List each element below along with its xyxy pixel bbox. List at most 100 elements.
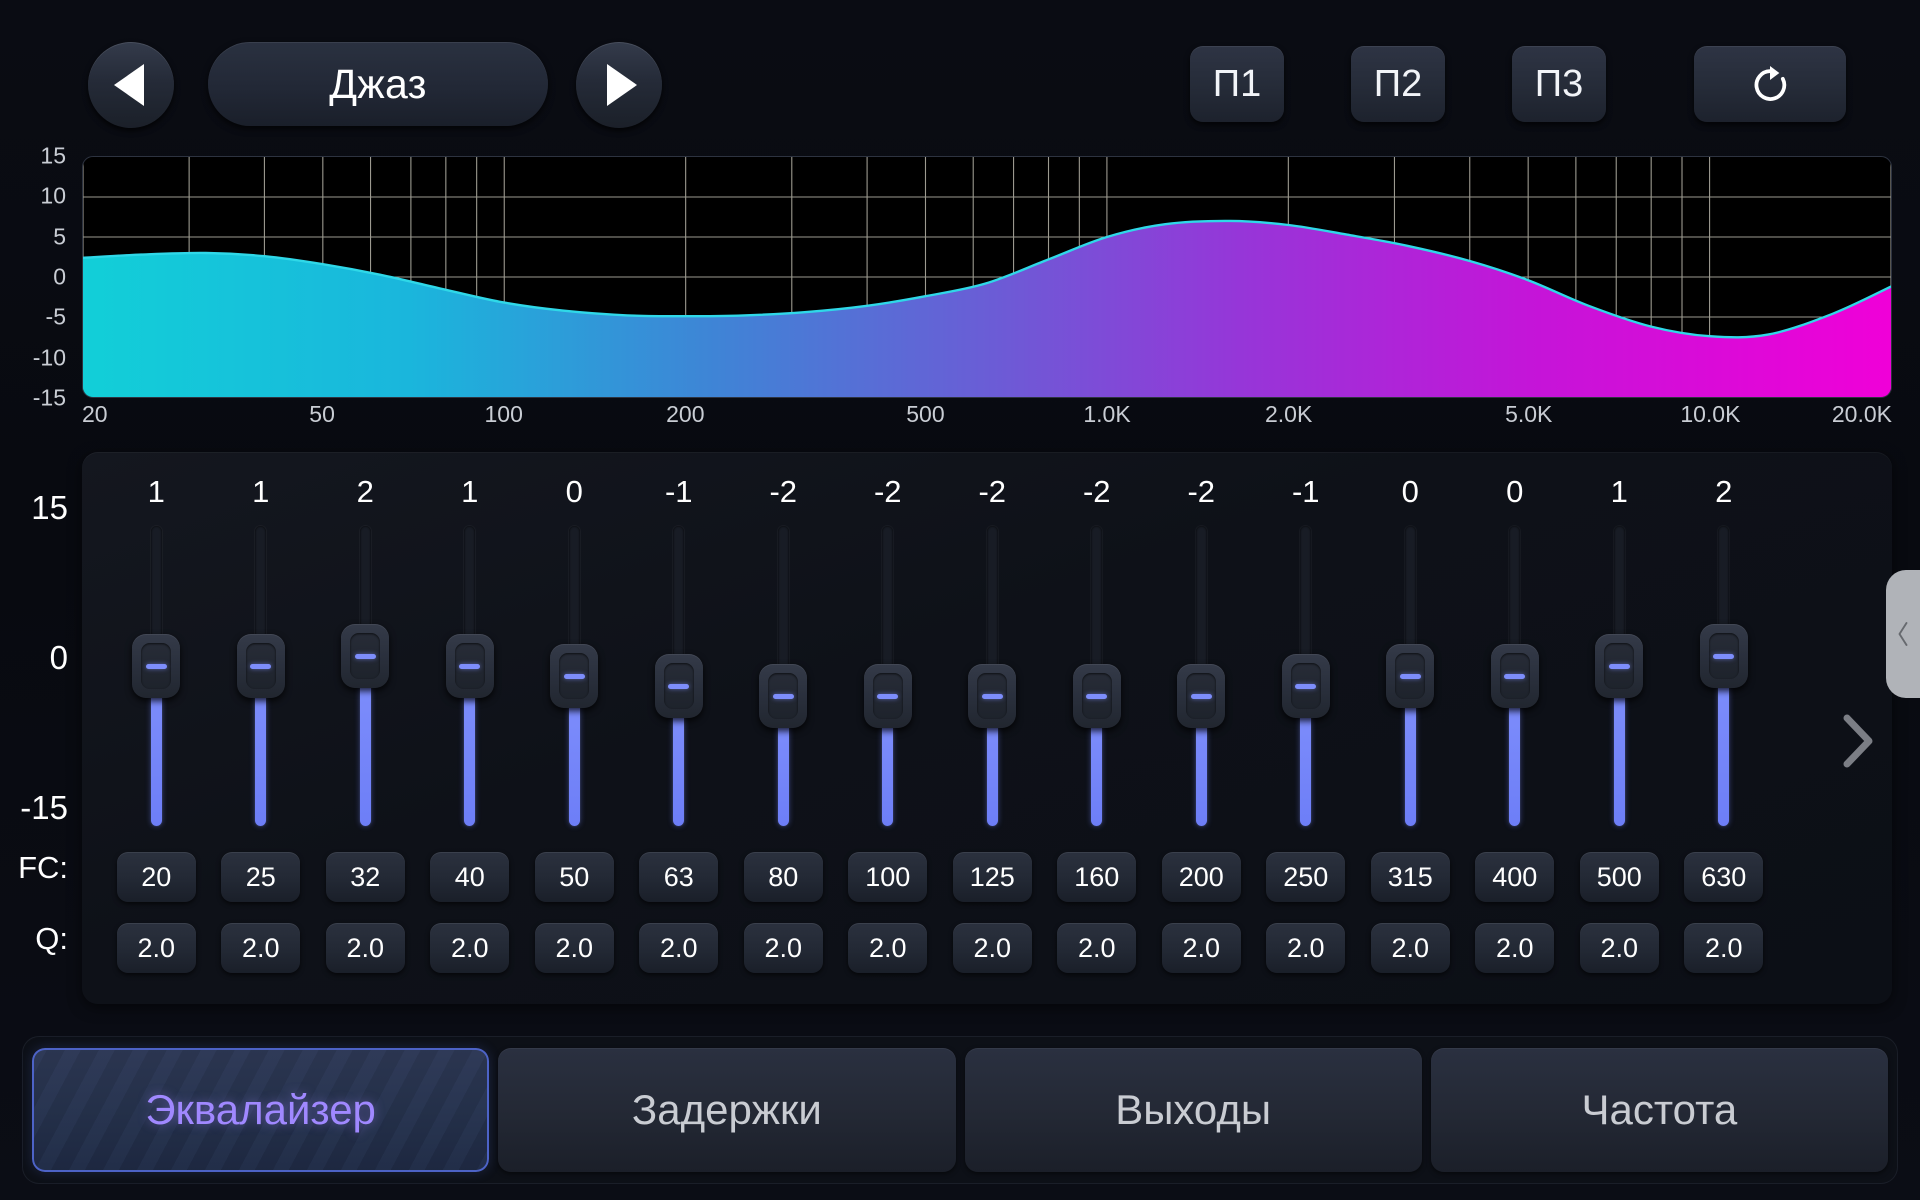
band-q-field[interactable]: 2.0 [952,923,1032,973]
fc-row-label: FC: [18,850,68,885]
band-gain-slider[interactable] [1487,526,1543,826]
memory-preset-button-3[interactable]: П3 [1512,46,1606,122]
reset-button[interactable] [1694,46,1846,122]
band-gain-slider[interactable] [1069,526,1125,826]
band-q-field[interactable]: 2.0 [430,923,510,973]
band-fc-field[interactable]: 25 [221,852,301,902]
chart-y-axis-labels: 15 10 5 0 -5 -10 -15 [0,140,76,411]
eq-band: 0 50 2.0 [522,470,627,980]
memory-preset-button-2[interactable]: П2 [1351,46,1445,122]
band-q-field[interactable]: 2.0 [1057,923,1137,973]
band-q-field[interactable]: 2.0 [1475,923,1555,973]
band-q-field[interactable]: 2.0 [534,923,614,973]
band-fc-field[interactable]: 400 [1475,852,1555,902]
slider-thumb-indicator [1399,673,1421,679]
band-q-field[interactable]: 2.0 [848,923,928,973]
band-gain-slider[interactable] [1696,526,1752,826]
band-fc-field[interactable]: 250 [1266,852,1346,902]
band-q-field[interactable]: 2.0 [639,923,719,973]
band-fc-field[interactable]: 63 [639,852,719,902]
band-gain-slider[interactable] [337,526,393,826]
next-band-page-button[interactable] [1830,705,1886,777]
band-q-field[interactable]: 2.0 [116,923,196,973]
band-fc-field[interactable]: 125 [952,852,1032,902]
band-q-field[interactable]: 2.0 [1266,923,1346,973]
memory-preset-button-1[interactable]: П1 [1190,46,1284,122]
band-fc-field[interactable]: 500 [1579,852,1659,902]
band-fc-field[interactable]: 80 [743,852,823,902]
band-gain-value: 2 [356,474,374,509]
band-fc-field[interactable]: 100 [848,852,928,902]
slider-thumb[interactable] [550,644,599,708]
band-gain-slider[interactable] [128,526,184,826]
band-gain-slider[interactable] [1591,526,1647,826]
band-fc-field[interactable]: 315 [1370,852,1450,902]
slider-thumb[interactable] [1595,634,1644,698]
slider-thumb[interactable] [1281,654,1330,718]
band-q-field[interactable]: 2.0 [1161,923,1241,973]
slider-thumb[interactable] [968,664,1017,728]
band-gain-slider[interactable] [546,526,602,826]
preset-name-field[interactable]: Джаз [208,42,548,126]
slider-thumb[interactable] [1386,644,1435,708]
band-gain-slider[interactable] [442,526,498,826]
band-gain-value: 0 [1401,474,1419,509]
band-gain-slider[interactable] [755,526,811,826]
refresh-icon [1754,66,1787,101]
slider-thumb[interactable] [863,664,912,728]
band-fc-field[interactable]: 32 [325,852,405,902]
band-gain-slider[interactable] [860,526,916,826]
slider-thumb[interactable] [1177,664,1226,728]
band-gain-slider[interactable] [1173,526,1229,826]
slider-thumb[interactable] [1072,664,1121,728]
band-q-field[interactable]: 2.0 [325,923,405,973]
band-fc-field[interactable]: 630 [1684,852,1764,902]
chart-y-tick: -5 [45,303,66,330]
slider-thumb-indicator [1190,693,1212,699]
band-fc-field[interactable]: 40 [430,852,510,902]
band-gain-slider[interactable] [964,526,1020,826]
band-q-field[interactable]: 2.0 [1370,923,1450,973]
bottom-tab-bar: Эквалайзер Задержки Выходы Частота [22,1036,1898,1184]
slider-thumb[interactable] [654,654,703,718]
band-gain-slider[interactable] [233,526,289,826]
band-fc-field[interactable]: 200 [1161,852,1241,902]
next-preset-button[interactable] [576,42,662,128]
chart-plot-area[interactable] [82,156,1892,398]
panel-drawer-handle[interactable] [1886,570,1920,698]
previous-preset-button[interactable] [88,42,174,128]
chart-y-tick: 0 [53,263,66,290]
band-gain-value: -2 [978,474,1007,509]
slider-thumb[interactable] [1699,624,1748,688]
slider-thumb[interactable] [341,624,390,688]
eq-band: 0 400 2.0 [1463,470,1568,980]
eq-band: -1 63 2.0 [627,470,732,980]
tab-3[interactable]: Выходы [964,1048,1422,1172]
tab-4[interactable]: Частота [1430,1048,1888,1172]
slider-thumb[interactable] [236,634,285,698]
triangle-right-icon [606,64,637,106]
band-gain-value: -1 [664,474,693,509]
slider-fill [1613,688,1625,826]
band-fc-field[interactable]: 50 [534,852,614,902]
band-q-field[interactable]: 2.0 [221,923,301,973]
band-q-field[interactable]: 2.0 [1684,923,1764,973]
slider-thumb[interactable] [759,664,808,728]
band-q-field[interactable]: 2.0 [1579,923,1659,973]
band-fc-field[interactable]: 20 [116,852,196,902]
gain-scale-tick: 15 [31,489,68,526]
band-gain-slider[interactable] [651,526,707,826]
slider-thumb[interactable] [132,634,181,698]
band-gain-slider[interactable] [1278,526,1334,826]
band-q-field[interactable]: 2.0 [743,923,823,973]
slider-fill [1300,708,1312,826]
slider-thumb-indicator [1504,673,1526,679]
slider-thumb[interactable] [445,634,494,698]
tab-2[interactable]: Задержки [498,1048,956,1172]
band-fc-field[interactable]: 160 [1057,852,1137,902]
tab-1[interactable]: Эквалайзер [32,1048,490,1172]
chart-x-tick: 50 [309,401,335,427]
slider-thumb[interactable] [1490,644,1539,708]
band-gain-value: 2 [1715,474,1733,509]
band-gain-slider[interactable] [1382,526,1438,826]
